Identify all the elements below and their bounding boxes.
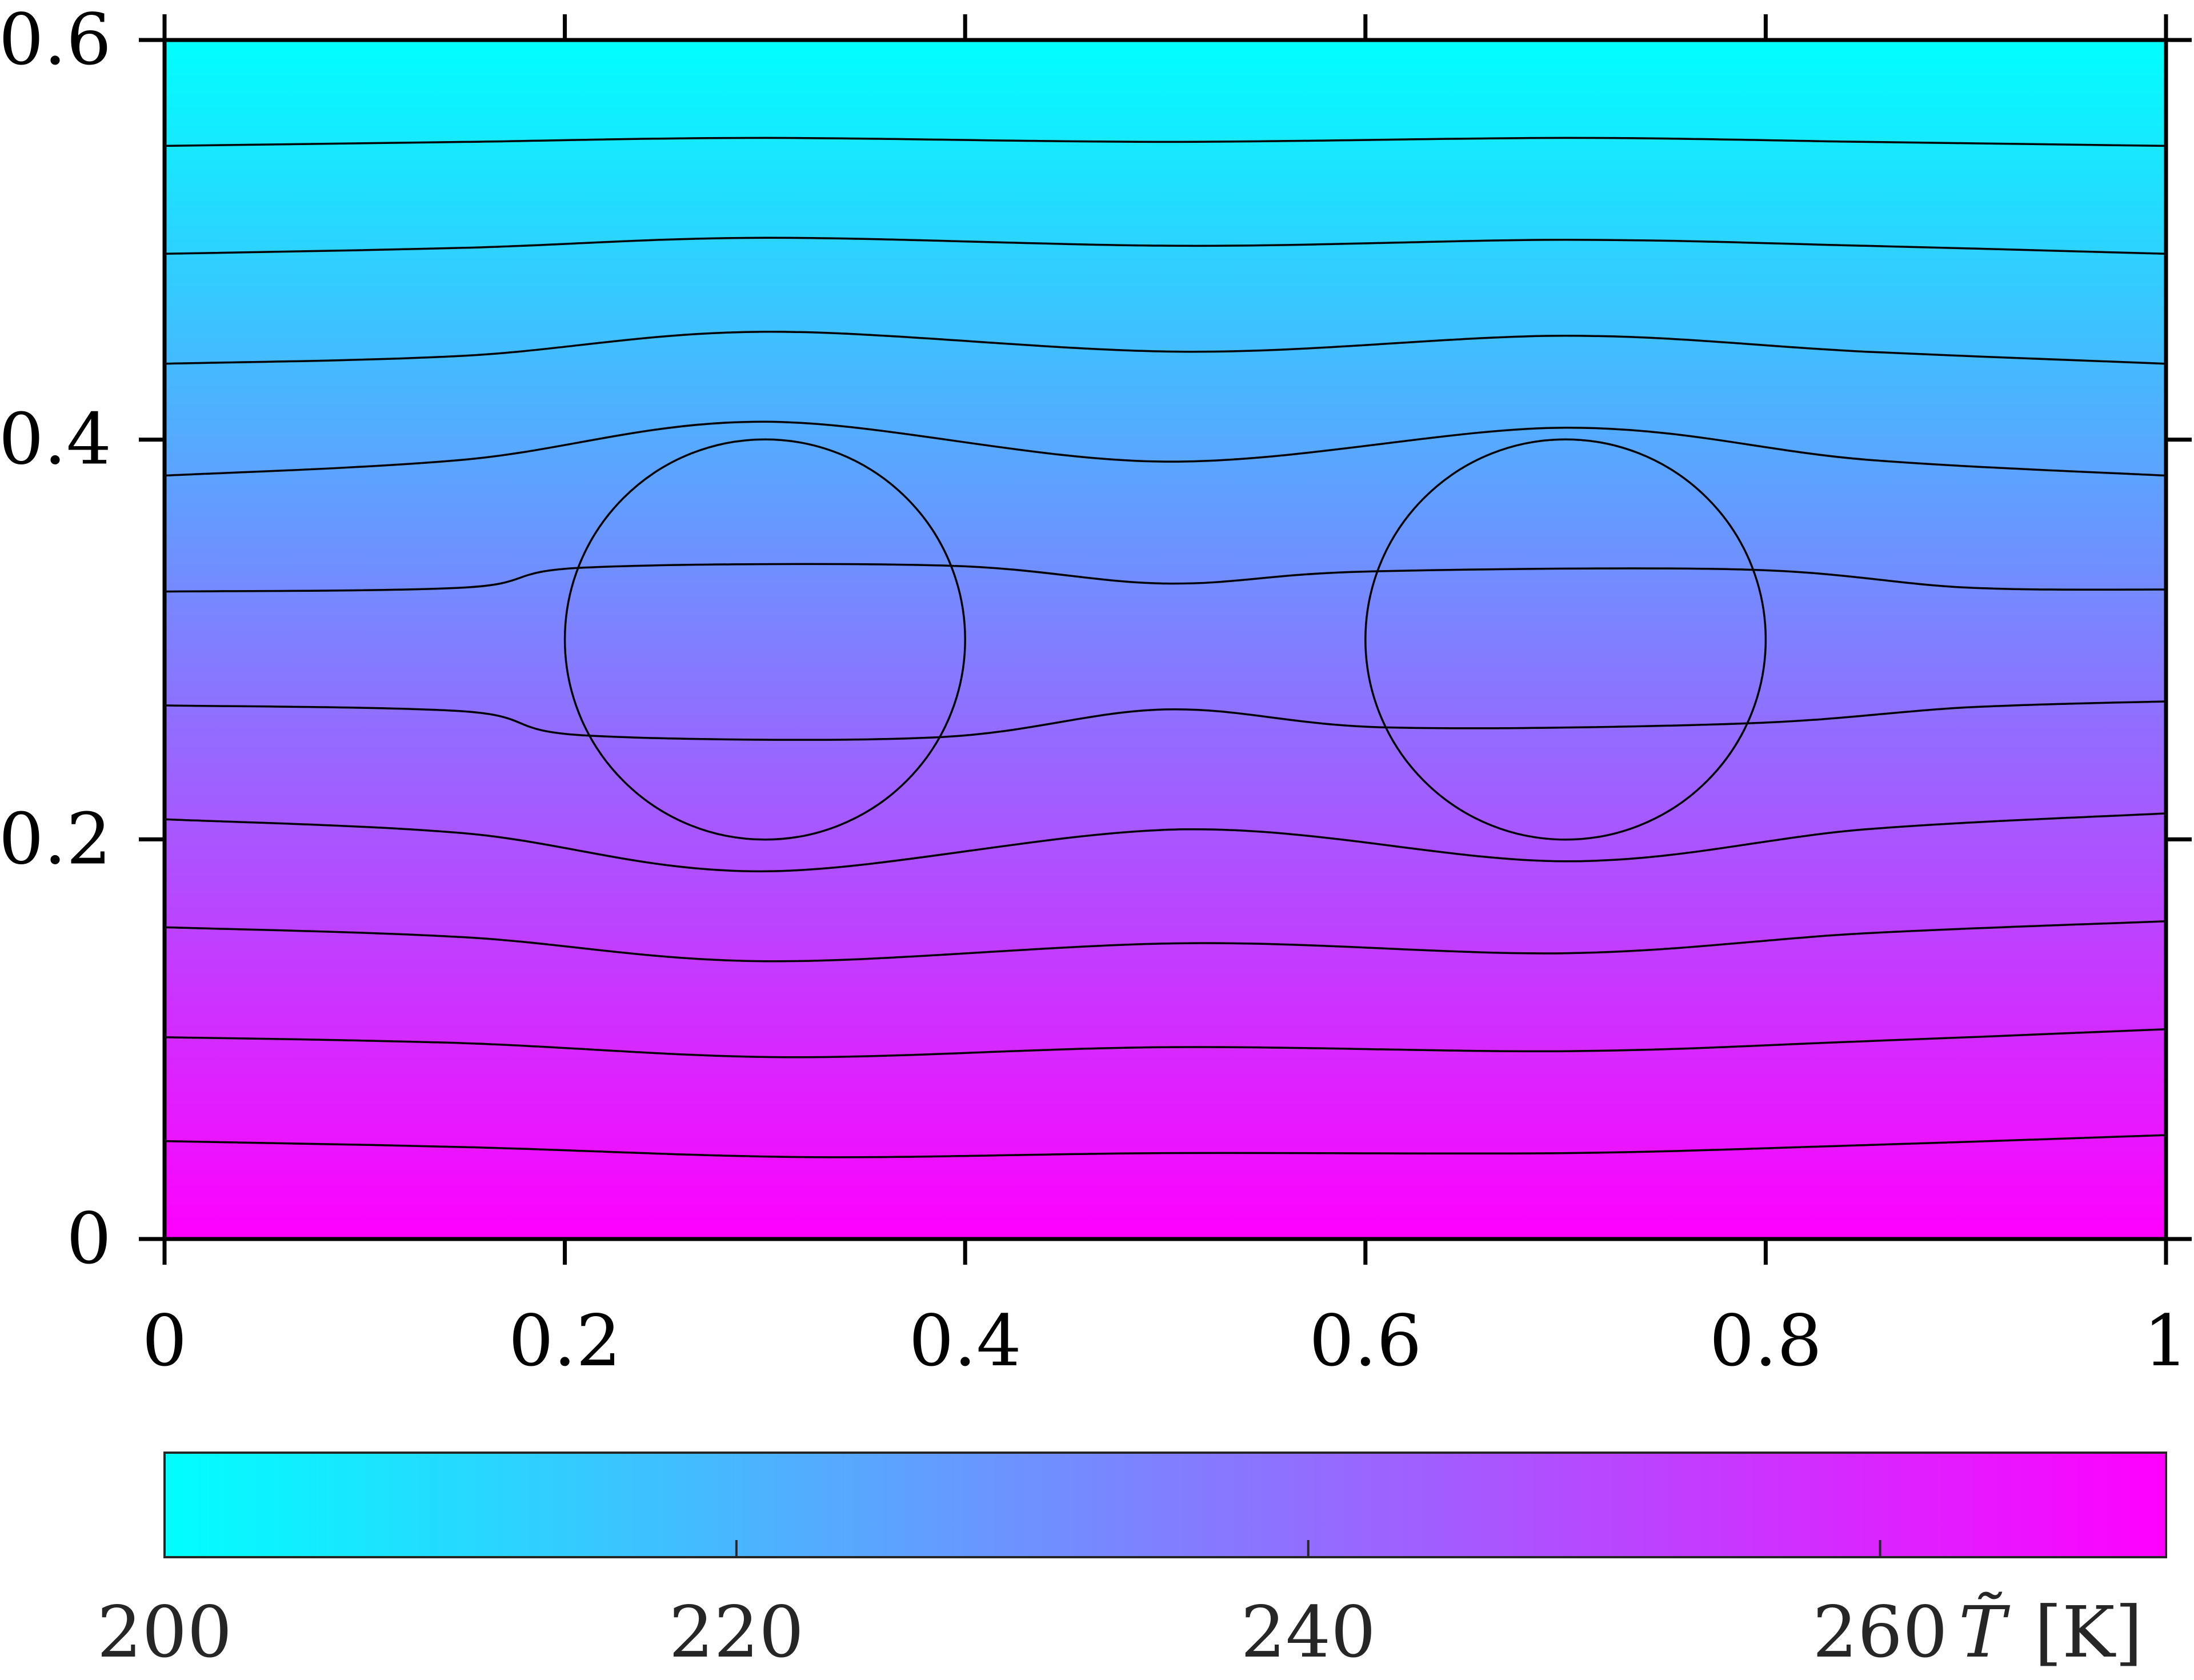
x-tick-label: 0.2 xyxy=(509,1300,621,1382)
contour-line xyxy=(165,236,2166,255)
colorbar-label-symbol: T̃ xyxy=(1959,1591,2011,1674)
contour-line xyxy=(165,563,2166,593)
x-tick-label: 0.8 xyxy=(1709,1300,1822,1382)
contour-line xyxy=(165,700,2166,741)
colorbar-label: T̃ [K] xyxy=(1959,1591,2143,1674)
colorbar-label-units: [K] xyxy=(2035,1591,2143,1674)
temperature-field xyxy=(165,40,2166,1239)
colorbar-tick-label: 220 xyxy=(669,1591,804,1674)
contour-line xyxy=(165,420,2166,477)
cylinder-circle xyxy=(563,438,966,841)
contour-plot: 0 0.2 0.4 0.6 0.8 1 0 0.2 0.4 0.6 xyxy=(0,0,2192,1382)
x-tick-label: 0.4 xyxy=(909,1300,1022,1382)
cylinder-outlines xyxy=(563,438,1767,841)
y-tick-label: 0.2 xyxy=(0,798,111,880)
cylinder-circle xyxy=(1364,438,1767,841)
contour-line xyxy=(165,331,2166,365)
colorbar-gradient-bar xyxy=(163,1452,2167,1558)
x-axis: 0 0.2 0.4 0.6 0.8 1 xyxy=(142,14,2189,1382)
contour-line xyxy=(165,812,2166,873)
colorbar-ticks: 200 220 240 260 xyxy=(97,1540,1948,1674)
colorbar-tick-label: 260 xyxy=(1812,1591,1948,1674)
isotherm-contours xyxy=(165,137,2166,1158)
x-tick-label: 1 xyxy=(2144,1300,2189,1382)
y-tick-label: 0 xyxy=(66,1198,111,1280)
y-axis: 0 0.2 0.4 0.6 xyxy=(0,0,2192,1280)
colorbar-tick-label: 200 xyxy=(97,1591,233,1674)
contour-line xyxy=(165,1134,2166,1158)
contour-line xyxy=(165,137,2166,147)
colorbar-tick-label: 240 xyxy=(1240,1591,1376,1674)
plot-frame xyxy=(162,38,2168,1241)
x-tick-label: 0.6 xyxy=(1309,1300,1422,1382)
contour-line xyxy=(165,920,2166,963)
y-tick-label: 0.4 xyxy=(0,399,111,481)
contour-line xyxy=(165,1028,2166,1058)
colorbar: 200 220 240 260 T̃ [K] xyxy=(97,1452,2167,1674)
x-tick-label: 0 xyxy=(142,1300,187,1382)
y-tick-label: 0.6 xyxy=(0,0,111,81)
